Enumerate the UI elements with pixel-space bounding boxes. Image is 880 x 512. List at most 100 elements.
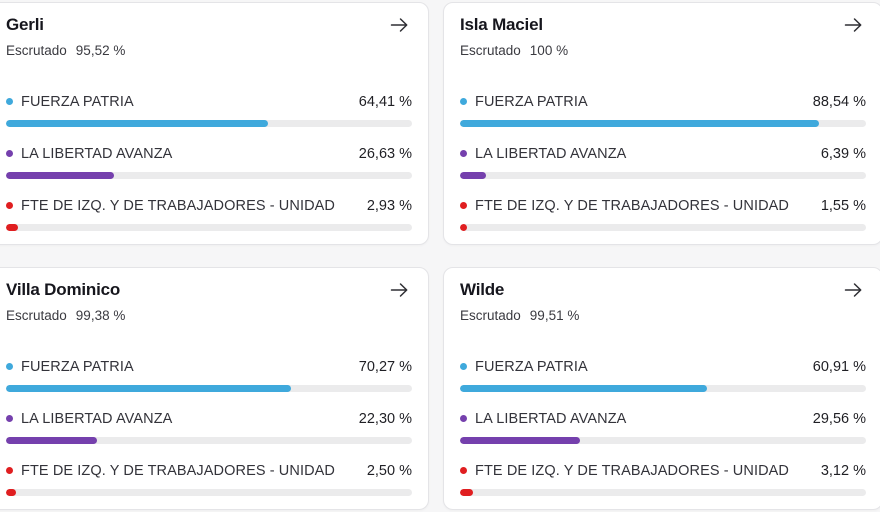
- party-color-dot-icon: [460, 150, 467, 157]
- open-detail-button[interactable]: [389, 15, 410, 35]
- card-header: Gerli: [6, 14, 412, 35]
- locality-card[interactable]: Isla Maciel Escrutado 100 % FUERZA PATRI…: [443, 2, 880, 245]
- locality-title: Isla Maciel: [460, 15, 543, 34]
- party-percent-value: 64,41 %: [358, 93, 412, 110]
- party-row: LA LIBERTAD AVANZA 6,39 %: [460, 145, 866, 179]
- locality-card[interactable]: Villa Dominico Escrutado 99,38 % FUERZA …: [0, 267, 429, 510]
- party-name: LA LIBERTAD AVANZA: [475, 410, 627, 427]
- progress-fill: [460, 385, 708, 392]
- progress-fill: [6, 172, 115, 179]
- escrutado-value: 100 %: [529, 43, 569, 58]
- party-row: FTE DE IZQ. Y DE TRABAJADORES - UNIDAD 1…: [460, 197, 866, 231]
- progress-track: [460, 172, 866, 179]
- party-row-head: FTE DE IZQ. Y DE TRABAJADORES - UNIDAD 3…: [460, 462, 866, 479]
- party-row: FTE DE IZQ. Y DE TRABAJADORES - UNIDAD 2…: [6, 462, 412, 496]
- party-label-group: LA LIBERTAD AVANZA: [460, 411, 626, 427]
- open-detail-button[interactable]: [389, 280, 410, 300]
- party-label-group: FUERZA PATRIA: [6, 94, 134, 110]
- party-row: LA LIBERTAD AVANZA 26,63 %: [6, 145, 412, 179]
- party-label-group: LA LIBERTAD AVANZA: [6, 146, 172, 162]
- party-percent-value: 26,63 %: [358, 145, 412, 162]
- progress-fill: [460, 224, 467, 231]
- party-label-group: FUERZA PATRIA: [460, 359, 588, 375]
- progress-fill: [6, 224, 18, 231]
- party-row: LA LIBERTAD AVANZA 22,30 %: [6, 410, 412, 444]
- progress-fill: [6, 385, 292, 392]
- progress-fill: [6, 120, 268, 127]
- escrutado-label: Escrutado: [6, 43, 67, 58]
- progress-track: [6, 172, 412, 179]
- party-name: FTE DE IZQ. Y DE TRABAJADORES - UNIDAD: [475, 197, 789, 214]
- party-percent-value: 1,55 %: [820, 197, 866, 214]
- escrutado-line: Escrutado 95,52 %: [6, 42, 412, 59]
- party-name: FUERZA PATRIA: [21, 93, 134, 110]
- party-color-dot-icon: [6, 202, 13, 209]
- escrutado-value: 99,51 %: [529, 308, 580, 323]
- party-color-dot-icon: [460, 363, 467, 370]
- party-rows: FUERZA PATRIA 70,27 % LA LIBERTAD AVANZA…: [6, 358, 412, 496]
- party-row-head: LA LIBERTAD AVANZA 29,56 %: [460, 410, 866, 427]
- locality-card[interactable]: Wilde Escrutado 99,51 % FUERZA PATRIA 60…: [443, 267, 880, 510]
- escrutado-line: Escrutado 99,51 %: [460, 307, 866, 324]
- party-name: FTE DE IZQ. Y DE TRABAJADORES - UNIDAD: [21, 462, 335, 479]
- locality-card[interactable]: Gerli Escrutado 95,52 % FUERZA PATRIA 64…: [0, 2, 429, 245]
- progress-track: [460, 385, 866, 392]
- party-rows: FUERZA PATRIA 60,91 % LA LIBERTAD AVANZA…: [460, 358, 866, 496]
- party-name: FUERZA PATRIA: [475, 93, 588, 110]
- party-name: FUERZA PATRIA: [21, 358, 134, 375]
- progress-track: [6, 224, 412, 231]
- party-name: LA LIBERTAD AVANZA: [475, 145, 627, 162]
- party-label-group: FTE DE IZQ. Y DE TRABAJADORES - UNIDAD: [6, 463, 335, 479]
- party-percent-value: 2,50 %: [366, 462, 412, 479]
- escrutado-value: 95,52 %: [75, 43, 126, 58]
- party-row: FUERZA PATRIA 64,41 %: [6, 93, 412, 127]
- party-label-group: FTE DE IZQ. Y DE TRABAJADORES - UNIDAD: [460, 463, 789, 479]
- party-label-group: LA LIBERTAD AVANZA: [460, 146, 626, 162]
- party-percent-value: 60,91 %: [812, 358, 866, 375]
- party-color-dot-icon: [6, 363, 13, 370]
- party-row-head: FTE DE IZQ. Y DE TRABAJADORES - UNIDAD 2…: [6, 462, 412, 479]
- party-row: FUERZA PATRIA 88,54 %: [460, 93, 866, 127]
- party-color-dot-icon: [6, 150, 13, 157]
- progress-fill: [460, 120, 820, 127]
- open-detail-button[interactable]: [843, 280, 864, 300]
- party-row-head: FUERZA PATRIA 64,41 %: [6, 93, 412, 110]
- party-color-dot-icon: [6, 467, 13, 474]
- party-row-head: LA LIBERTAD AVANZA 22,30 %: [6, 410, 412, 427]
- party-row-head: LA LIBERTAD AVANZA 6,39 %: [460, 145, 866, 162]
- party-row-head: FTE DE IZQ. Y DE TRABAJADORES - UNIDAD 1…: [460, 197, 866, 214]
- open-detail-button[interactable]: [843, 15, 864, 35]
- escrutado-label: Escrutado: [460, 308, 521, 323]
- party-percent-value: 2,93 %: [366, 197, 412, 214]
- progress-track: [460, 224, 866, 231]
- party-color-dot-icon: [460, 415, 467, 422]
- party-row: LA LIBERTAD AVANZA 29,56 %: [460, 410, 866, 444]
- party-name: LA LIBERTAD AVANZA: [21, 410, 173, 427]
- right-arrow-icon: [843, 18, 864, 38]
- progress-fill: [460, 172, 486, 179]
- party-color-dot-icon: [6, 415, 13, 422]
- party-percent-value: 22,30 %: [358, 410, 412, 427]
- party-row: FTE DE IZQ. Y DE TRABAJADORES - UNIDAD 2…: [6, 197, 412, 231]
- progress-track: [460, 489, 866, 496]
- party-name: LA LIBERTAD AVANZA: [21, 145, 173, 162]
- card-header: Isla Maciel: [460, 14, 866, 35]
- party-label-group: FTE DE IZQ. Y DE TRABAJADORES - UNIDAD: [6, 198, 335, 214]
- progress-fill: [6, 489, 17, 496]
- locality-title: Wilde: [460, 280, 505, 299]
- party-color-dot-icon: [6, 98, 13, 105]
- party-color-dot-icon: [460, 98, 467, 105]
- progress-track: [6, 385, 412, 392]
- progress-fill: [460, 437, 580, 444]
- escrutado-label: Escrutado: [6, 308, 67, 323]
- party-label-group: FUERZA PATRIA: [6, 359, 134, 375]
- escrutado-label: Escrutado: [460, 43, 521, 58]
- progress-fill: [460, 489, 473, 496]
- locality-title: Gerli: [6, 15, 44, 34]
- party-row: FTE DE IZQ. Y DE TRABAJADORES - UNIDAD 3…: [460, 462, 866, 496]
- right-arrow-icon: [389, 18, 410, 38]
- party-percent-value: 29,56 %: [812, 410, 866, 427]
- party-percent-value: 88,54 %: [812, 93, 866, 110]
- escrutado-line: Escrutado 100 %: [460, 42, 866, 59]
